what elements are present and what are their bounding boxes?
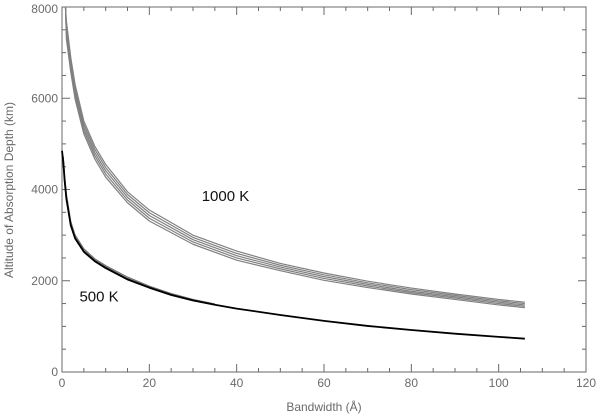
series-line-1000k-0 (64, 6, 525, 303)
y-tick-label: 8000 (31, 2, 58, 16)
y-tick-label: 2000 (31, 274, 58, 288)
axis-tick-labels: 0 20 40 60 80 100 120 0 2000 4000 6000 8000 (31, 2, 596, 390)
y-tick-label: 6000 (31, 91, 58, 105)
series-line-1000k-4 (64, 6, 525, 309)
x-tick-label: 80 (405, 376, 419, 390)
y-axis-title: Altitude of Absorption Depth (km) (2, 102, 16, 278)
x-axis-title: Bandwidth (Å) (286, 399, 361, 414)
annotation-1000k: 1000 K (202, 188, 250, 205)
series-line-1000k-1 (64, 6, 525, 305)
x-tick-label: 60 (317, 376, 331, 390)
x-tick-label: 120 (576, 376, 596, 390)
series-line-500k-8 (61, 150, 525, 340)
series-line-1000k-2 (64, 6, 525, 306)
annotation-500k: 500 K (79, 288, 118, 305)
y-tick-label: 0 (51, 365, 58, 379)
y-tick-label: 4000 (31, 183, 58, 197)
axis-ticks (61, 6, 587, 373)
x-tick-label: 20 (143, 376, 157, 390)
series-line-1000k-3 (64, 6, 525, 307)
x-tick-label: 0 (59, 376, 66, 390)
series-line-500k-5 (61, 152, 215, 305)
plot-frame (61, 6, 587, 373)
x-tick-label: 40 (230, 376, 244, 390)
x-tick-label: 100 (489, 376, 509, 390)
series-group (61, 6, 525, 340)
